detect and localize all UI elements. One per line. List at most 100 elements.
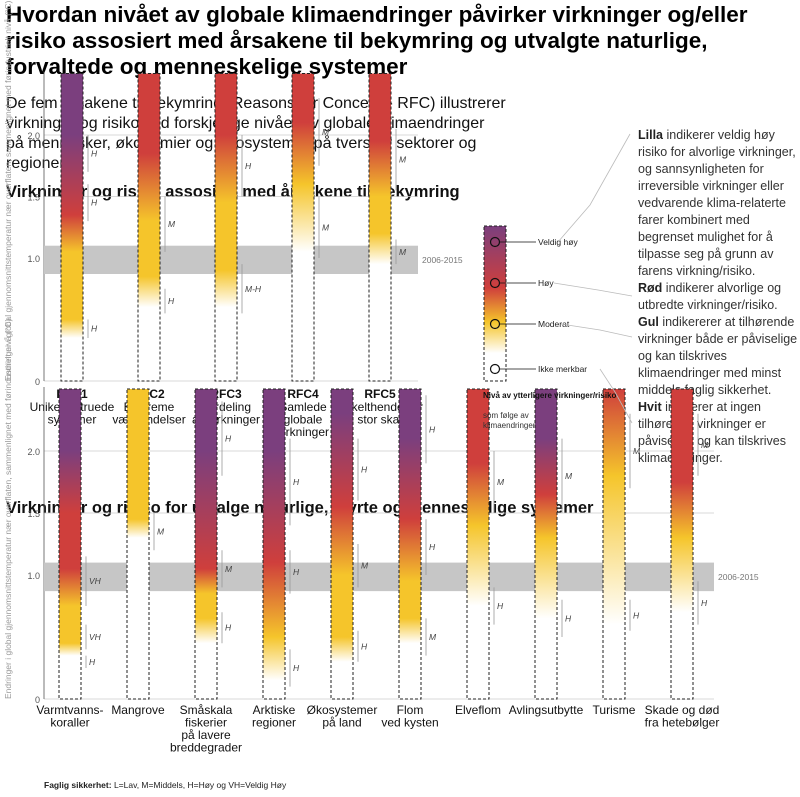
legend-lilla-word: Lilla xyxy=(638,128,664,142)
risk-bar-outline xyxy=(194,388,218,700)
confidence-label: H xyxy=(701,598,708,608)
y-tick-label: 1.5 xyxy=(27,193,40,203)
risk-bar-outline xyxy=(137,73,161,382)
systems-chart: Endringer i global gjennomsnittstemperat… xyxy=(3,318,759,754)
confidence-label: H xyxy=(245,161,252,171)
risk-bar xyxy=(263,389,285,699)
category-label: på land xyxy=(322,716,361,730)
page-title: Hvordan nivået av globale klimaendringer… xyxy=(6,2,748,79)
confidence-label: VH xyxy=(89,576,102,586)
confidence-label: H xyxy=(91,198,98,208)
risk-scale-title: Nivå av ytterligere virkninger/risiko xyxy=(483,391,617,400)
y-tick-label: 2.0 xyxy=(27,447,40,457)
y-tick-label: 1.0 xyxy=(27,571,40,581)
risk-bar xyxy=(331,389,353,699)
confidence-label: H xyxy=(225,623,232,633)
category-label: fiskerier xyxy=(185,716,227,730)
category-label: Arktiske xyxy=(253,703,296,717)
category-label: Småskala xyxy=(180,703,233,717)
risk-level-label: Ikke merkbar xyxy=(538,364,587,374)
risk-bar-outline xyxy=(58,388,82,700)
category-label: Mangrove xyxy=(111,703,165,717)
risk-bar xyxy=(138,73,160,381)
confidence-label: M xyxy=(322,222,330,232)
category-label: Turisme xyxy=(593,703,636,717)
legend-lilla-text: indikerer veldig høy risiko for alvorlig… xyxy=(638,128,796,278)
category-label: Skade og død xyxy=(645,703,720,717)
rfc-chart: Endringer i global gjennomsnittstemperat… xyxy=(3,0,463,439)
y-tick-label: 1.0 xyxy=(27,254,40,264)
category-label: breddegrader xyxy=(170,741,242,755)
legend-gul-word: Gul xyxy=(638,315,659,329)
y-tick-label: 0 xyxy=(35,377,40,387)
risk-scale-subtitle: som følge av xyxy=(483,411,529,420)
confidence-label: M xyxy=(565,471,573,481)
confidence-label: M xyxy=(361,561,369,571)
risk-bar xyxy=(399,389,421,699)
confidence-label: M xyxy=(157,527,165,537)
risk-level-label: Moderat xyxy=(538,319,570,329)
risk-bar xyxy=(195,389,217,699)
confidence-label: M xyxy=(225,564,233,574)
band-label: 2006-2015 xyxy=(718,572,759,582)
category-label: på lavere xyxy=(181,728,231,742)
confidence-label: H xyxy=(225,434,232,444)
risk-bar-outline xyxy=(398,388,422,700)
confidence-label: M xyxy=(429,632,437,642)
confidence-label: H xyxy=(293,663,300,673)
risk-bar-outline xyxy=(126,388,150,700)
confidence-text: L=Lav, M=Middels, H=Høy og VH=Veldig Høy xyxy=(113,780,287,790)
confidence-label: M xyxy=(497,477,505,487)
confidence-label: M xyxy=(701,440,709,450)
confidence-label: H xyxy=(633,610,640,620)
confidence-label: H xyxy=(361,465,368,475)
risk-bar-outline xyxy=(262,388,286,700)
category-label: ved kysten xyxy=(381,716,438,730)
confidence-label: Faglig sikkerhet: xyxy=(44,780,112,790)
risk-bar-outline xyxy=(466,388,490,700)
confidence-label: M-H xyxy=(245,284,262,294)
risk-scale-bar xyxy=(484,226,506,381)
legend-rod-text: indikerer alvorlige og utbredte virkning… xyxy=(638,281,782,312)
category-code: RFC3 xyxy=(210,387,242,401)
risk-bar-outline xyxy=(60,73,84,382)
category-label: Økosystemer xyxy=(307,703,378,717)
confidence-label: M xyxy=(399,155,407,165)
confidence-label: H xyxy=(91,148,98,158)
color-legend-text: Lilla indikerer veldig høy risiko for al… xyxy=(638,127,800,467)
confidence-label: H xyxy=(497,601,504,611)
risk-bar xyxy=(467,389,489,699)
y-tick-label: 1.5 xyxy=(27,509,40,519)
legend-connector-lines xyxy=(553,133,633,424)
risk-bar xyxy=(59,389,81,699)
risk-bar-outline xyxy=(330,388,354,700)
risk-bar-outline xyxy=(291,73,315,382)
category-label: virkninger xyxy=(277,425,329,439)
legend-hvit-word: Hvit xyxy=(638,400,662,414)
category-label: globale xyxy=(284,413,323,427)
legend-connector xyxy=(557,133,631,243)
category-label: i stor skala xyxy=(351,413,409,427)
band-label: 2006-2015 xyxy=(422,255,463,265)
legend-connector xyxy=(599,368,633,424)
confidence-label: H xyxy=(429,542,436,552)
confidence-label: VH xyxy=(89,632,102,642)
risk-scale-bar-outline xyxy=(483,225,507,382)
confidence-label: M xyxy=(633,446,641,456)
risk-bar xyxy=(603,389,625,699)
category-code: RFC4 xyxy=(287,387,319,401)
legend-connector xyxy=(553,282,633,297)
legend-rod-word: Rød xyxy=(638,281,663,295)
risk-bar xyxy=(535,389,557,699)
risk-bar-outline xyxy=(602,388,626,700)
risk-bar xyxy=(127,389,149,699)
confidence-label: M xyxy=(168,219,176,229)
confidence-label: H xyxy=(293,567,300,577)
risk-bar-outline xyxy=(670,388,694,700)
category-label: Samlede xyxy=(279,400,327,414)
risk-bar xyxy=(671,389,693,699)
section2-title: Virkninger og risiko for utvalge naturli… xyxy=(6,499,594,517)
category-label: Flom xyxy=(397,703,424,717)
